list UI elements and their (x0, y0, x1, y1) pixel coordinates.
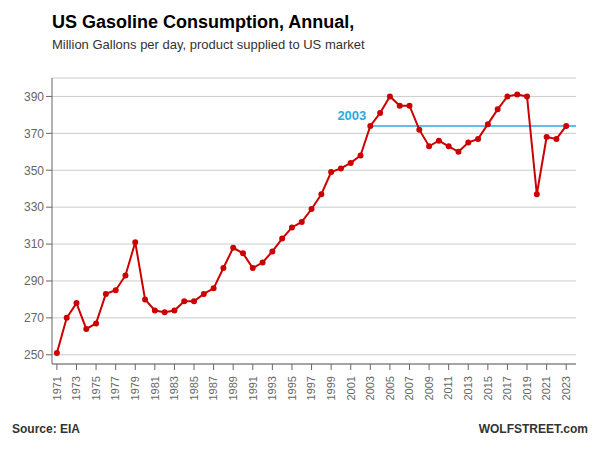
svg-text:290: 290 (24, 274, 44, 288)
svg-text:270: 270 (24, 311, 44, 325)
svg-text:1977: 1977 (109, 376, 121, 400)
svg-text:1983: 1983 (168, 376, 180, 400)
svg-text:1987: 1987 (207, 376, 219, 400)
svg-text:2019: 2019 (521, 376, 533, 400)
svg-text:2001: 2001 (345, 376, 357, 400)
svg-text:1973: 1973 (70, 376, 82, 400)
svg-text:2023: 2023 (560, 376, 572, 400)
svg-text:330: 330 (24, 200, 44, 214)
svg-text:2005: 2005 (384, 376, 396, 400)
svg-text:2017: 2017 (501, 376, 513, 400)
svg-text:350: 350 (24, 164, 44, 178)
svg-text:1985: 1985 (188, 376, 200, 400)
svg-text:1989: 1989 (227, 376, 239, 400)
svg-text:1995: 1995 (286, 376, 298, 400)
svg-text:2015: 2015 (482, 376, 494, 400)
svg-text:2003: 2003 (364, 376, 376, 400)
svg-text:1979: 1979 (129, 376, 141, 400)
svg-text:2013: 2013 (462, 376, 474, 400)
svg-text:1999: 1999 (325, 376, 337, 400)
svg-text:2009: 2009 (423, 376, 435, 400)
svg-text:1993: 1993 (266, 376, 278, 400)
svg-text:2003: 2003 (337, 108, 366, 123)
svg-text:2011: 2011 (442, 376, 454, 400)
svg-text:1997: 1997 (305, 376, 317, 400)
html-text:US Gasoline Consumption, Annua: US Gasoline Consumption, Annual, (52, 12, 355, 32)
html-text:Million Gallons per day, produ: Million Gallons per day, product supplie… (52, 37, 365, 52)
svg-text:370: 370 (24, 127, 44, 141)
html-text:WOLFSTREET.com: WOLFSTREET.com (478, 422, 588, 436)
svg-text:2021: 2021 (540, 376, 552, 400)
html-text:Source: EIA: Source: EIA (12, 422, 80, 436)
svg-text:1971: 1971 (51, 376, 63, 400)
svg-text:2007: 2007 (403, 376, 415, 400)
svg-text:1991: 1991 (247, 376, 259, 400)
svg-text:250: 250 (24, 348, 44, 362)
svg-text:1981: 1981 (149, 376, 161, 400)
svg-text:390: 390 (24, 90, 44, 104)
svg-text:1975: 1975 (90, 376, 102, 400)
svg-text:310: 310 (24, 237, 44, 251)
